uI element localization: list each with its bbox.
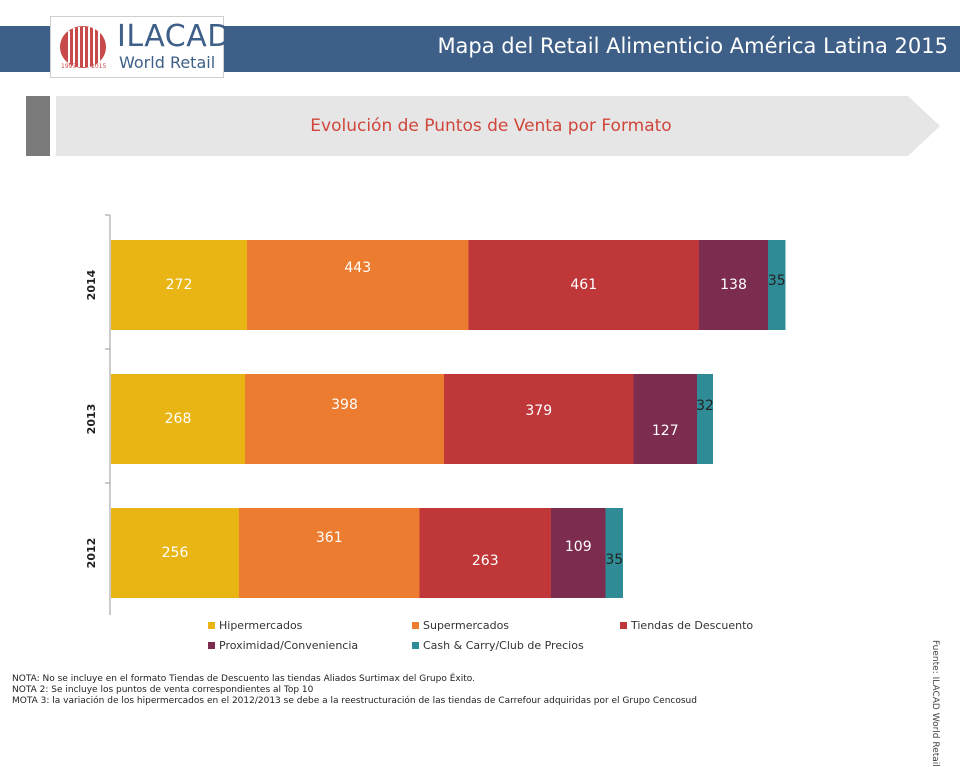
stacked-bar-chart: 2014 272 443 461 138 35 2013 268 398 379 127 32 2012… [85,214,786,615]
category-label-2013: 2013 [85,404,98,435]
note-2: NOTA 2: Se incluye los puntos de venta c… [12,685,314,695]
legend-item-proximidad: Proximidad/Conveniencia [208,639,358,652]
bar-segment [239,508,420,598]
ilacad-logo: 1993 2015 ILACAD World Retail [50,16,230,78]
source-note: Fuente: ILACAD World Retail [930,640,940,767]
data-label: 109 [565,539,592,555]
legend-label: Tiendas de Descuento [631,619,754,632]
bar-segment [468,240,699,330]
data-label: 138 [720,277,747,293]
bar-segment [247,240,469,330]
data-label: 461 [570,277,597,293]
legend-item-tiendas-descuento: Tiendas de Descuento [620,619,753,632]
legend-swatch [208,622,215,629]
legend-item-supermercados: Supermercados [412,619,509,632]
banner-accent-bar [26,96,50,156]
legend-label: Cash & Carry/Club de Precios [423,639,584,652]
header-left-band [0,26,50,72]
data-label: 263 [472,553,499,569]
bar-segment [551,508,606,598]
note-3: MOTA 3: la variación de los hipermercado… [12,696,697,706]
bar-segment [444,374,634,464]
category-label-2012: 2012 [85,538,98,569]
legend-swatch [620,622,627,629]
bar-segment [699,240,768,330]
logo-emblem-icon: 1993 2015 [60,26,106,70]
legend-item-hipermercados: Hipermercados [208,619,302,632]
logo-badge-right: 2015 [91,63,106,70]
legend-swatch [412,622,419,629]
data-label: 35 [605,552,623,568]
legend-swatch [208,642,215,649]
data-label: 443 [344,260,371,276]
logo-badge-left: 1993 [61,63,76,70]
banner-title: Evolución de Puntos de Venta por Formato [310,116,672,136]
bar-segment [605,508,623,598]
bar-segment [419,508,551,598]
bar-segment [633,374,697,464]
bar-segment [245,374,444,464]
data-label: 35 [768,273,786,289]
legend-label: Proximidad/Conveniencia [219,639,359,652]
data-label: 32 [696,398,714,414]
chart-legend: Hipermercados Supermercados Tiendas de D… [200,619,800,655]
bar-segment [697,374,713,464]
header-bar: Mapa del Retail Alimenticio América Lati… [224,26,960,72]
header-title: Mapa del Retail Alimenticio América Lati… [437,34,948,58]
footnotes: NOTA: No se incluye en el formato Tienda… [12,674,697,707]
logo-subtext: World Retail [119,53,216,72]
bar-segment [111,240,247,330]
data-label: 127 [652,423,679,439]
bar-segment [768,240,786,330]
data-label: 272 [166,277,193,293]
legend-label: Hipermercados [219,619,303,632]
legend-swatch [412,642,419,649]
data-label: 361 [316,530,343,546]
legend-item-cash-carry: Cash & Carry/Club de Precios [412,639,584,652]
legend-label: Supermercados [423,619,510,632]
note-1: NOTA: No se incluye en el formato Tienda… [12,674,475,684]
data-label: 398 [331,397,358,413]
logo-text: ILACAD [117,19,231,54]
category-label-2014: 2014 [85,269,98,300]
data-label: 268 [165,411,192,427]
banner-arrow-shape [56,96,940,156]
data-label: 379 [525,403,552,419]
bar-segment [111,508,239,598]
bar-segment [111,374,245,464]
data-label: 256 [162,545,189,561]
